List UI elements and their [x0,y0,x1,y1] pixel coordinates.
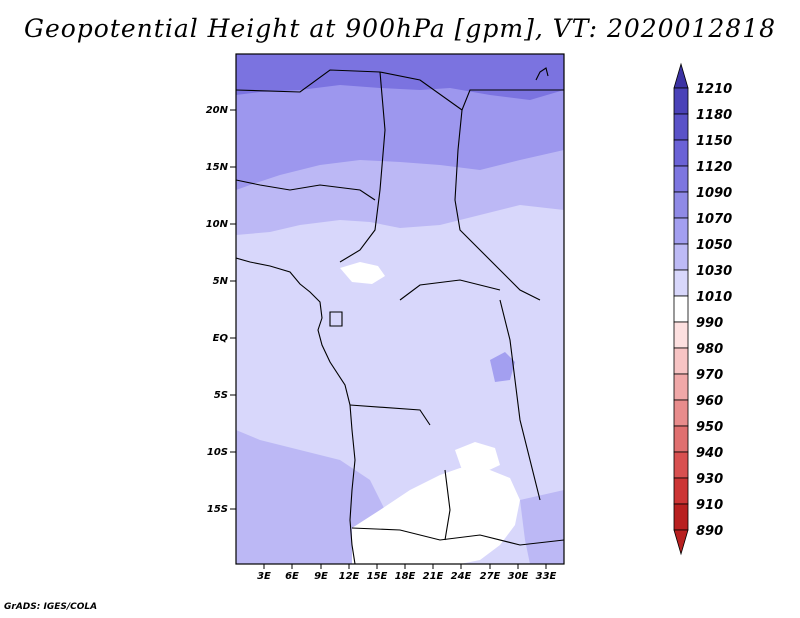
colorbar-bottom-arrow [673,529,689,556]
lon-label: 3E [257,571,271,582]
colorbar-label: 1120 [696,160,732,175]
colorbar-swatch [673,477,689,505]
southern-borders [351,527,564,546]
colorbar-swatch [673,295,689,323]
small-border-box [329,311,343,327]
map-title: Geopotential Height at 900hPa [gpm], VT:… [23,14,777,43]
north-band-region [236,54,564,100]
colorbar-top-arrow [673,62,689,89]
colorbar-swatch [673,165,689,193]
lon-label: 6E [285,571,299,582]
colorbar-swatch [673,217,689,245]
west-coastline [236,257,356,564]
east-inner-border [444,469,451,541]
colorbar-label: 910 [696,498,723,513]
colorbar-label: 1150 [696,134,732,149]
colorbar-label: 1010 [696,290,732,305]
colorbar-swatch [673,113,689,141]
lat-label: 10N [206,219,229,230]
low-height-region-north [340,262,385,284]
western-coast-detail [236,179,376,201]
colorbar-swatch [673,399,689,427]
colorbar-legend: 1210 1180 1150 1120 1090 1070 1050 1030 1010 990 9… [673,62,732,556]
colorbar-label: 1030 [696,264,732,279]
lat-label: 20N [206,105,229,116]
lon-label: 24E [451,571,472,582]
horizontal-border [349,404,431,426]
colorbar-swatch [673,347,689,375]
colorbar-label: 960 [696,394,723,409]
coast-squiggle [535,67,549,81]
colorbar-label: 950 [696,420,723,435]
grads-credit: GrADS: IGES/COLA [4,602,98,612]
lon-label: 33E [536,571,557,582]
central-border-north-south [339,71,386,263]
south-east-band-region [520,490,564,564]
country-borders [236,67,564,564]
colorbar-label: 990 [696,316,723,331]
colorbar-label: 930 [696,472,723,487]
colorbar-swatch [673,373,689,401]
lat-label: 5N [213,276,229,287]
lat-label: 10S [207,447,228,458]
map-frame [235,53,565,565]
colorbar-swatch [673,243,689,271]
colorbar-label: 980 [696,342,723,357]
lat-label: 5S [214,390,228,401]
colorbar-swatch [673,503,689,531]
lon-label: 12E [339,571,360,582]
lake-region-border [499,299,541,501]
east-lobe-region [490,352,515,382]
colorbar-swatch [673,139,689,167]
eastern-border [454,109,541,301]
lat-label: EQ [213,333,229,344]
northern-borders [236,69,564,111]
colorbar-label: 890 [696,524,723,539]
low-height-region-south [352,468,520,564]
lon-label: 27E [480,571,501,582]
low-height-region-center [455,442,500,472]
colorbar-label: 1050 [696,238,732,253]
colorbar-swatch [673,269,689,297]
lat-label: 15N [206,162,229,173]
lat-label: 15S [207,504,228,515]
colorbar-label: 1070 [696,212,732,227]
colorbar-label: 1180 [696,108,732,123]
inner-border [399,279,501,301]
lon-label: 15E [367,571,388,582]
latitude-axis: 20N 15N 10N 5N EQ 5S 10S 15S [206,105,236,515]
colorbar-swatch [673,425,689,453]
colorbar-label: 970 [696,368,723,383]
lon-label: 21E [423,571,444,582]
colorbar-swatch [673,451,689,479]
lon-label: 18E [395,571,416,582]
colorbar-label: 1210 [696,82,732,97]
lon-label: 9E [314,571,328,582]
colorbar-swatch [673,321,689,349]
longitude-axis: 3E 6E 9E 12E 15E 18E 21E 24E 27E 30E 33E [257,564,557,582]
lon-label: 30E [508,571,529,582]
colorbar-label: 1090 [696,186,732,201]
colorbar-swatch [673,87,689,115]
height-field [236,54,564,564]
colorbar-label: 940 [696,446,723,461]
colorbar-swatch [673,191,689,219]
